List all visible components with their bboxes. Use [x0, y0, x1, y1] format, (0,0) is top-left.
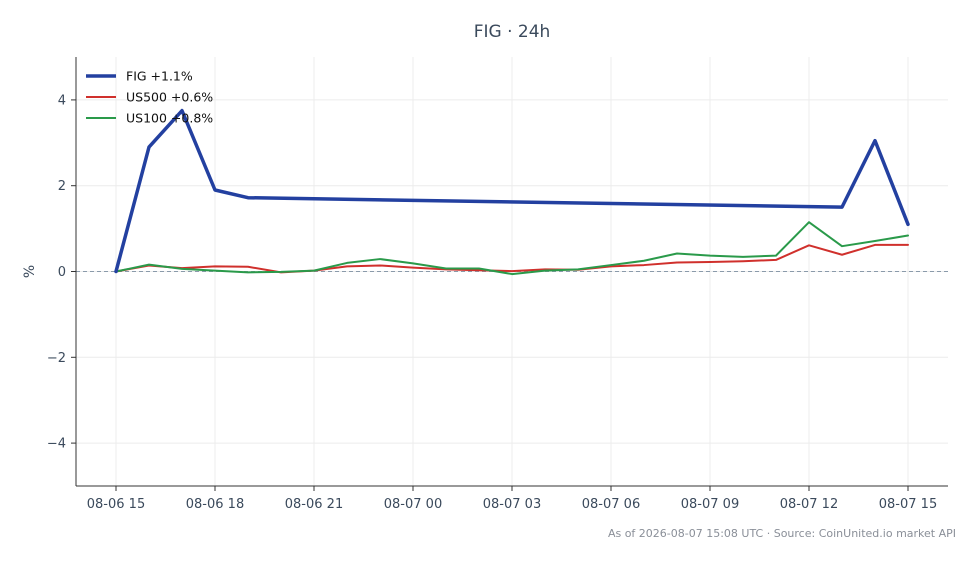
y-tick-label: −2 — [47, 351, 66, 366]
y-axis: −4 −2 0 2 4 — [47, 93, 76, 452]
y-tick-label: 2 — [58, 179, 66, 194]
x-axis: 08-06 15 08-06 18 08-06 21 08-07 00 08-07 03… — [87, 486, 937, 512]
x-tick-label: 08-07 06 — [582, 497, 640, 512]
series-lines — [114, 108, 910, 276]
series-line-us100 — [115, 221, 909, 276]
x-tick-label: 08-07 09 — [681, 497, 739, 512]
y-tick-label: 4 — [58, 93, 66, 108]
legend-label: US500 +0.6% — [126, 90, 213, 105]
legend: FIG +1.1% US500 +0.6% US100 +0.8% — [86, 69, 213, 126]
x-tick-label: 08-06 21 — [285, 497, 343, 512]
x-tick-label: 08-07 00 — [384, 497, 442, 512]
legend-label: US100 +0.8% — [126, 111, 213, 126]
y-axis-label: % — [22, 265, 38, 278]
series-line-us500 — [115, 243, 909, 274]
x-tick-label: 08-07 03 — [483, 497, 541, 512]
x-tick-label: 08-07 12 — [780, 497, 838, 512]
x-tick-label: 08-06 15 — [87, 497, 145, 512]
source-footer: As of 2026-08-07 15:08 UTC · Source: Coi… — [608, 527, 956, 540]
legend-label: FIG +1.1% — [126, 69, 193, 84]
y-tick-label: −4 — [47, 437, 66, 452]
chart-title: FIG · 24h — [474, 22, 551, 42]
y-tick-label: 0 — [58, 265, 66, 280]
x-tick-label: 08-06 18 — [186, 497, 244, 512]
series-line-fig — [114, 108, 910, 274]
x-tick-label: 08-07 15 — [879, 497, 937, 512]
